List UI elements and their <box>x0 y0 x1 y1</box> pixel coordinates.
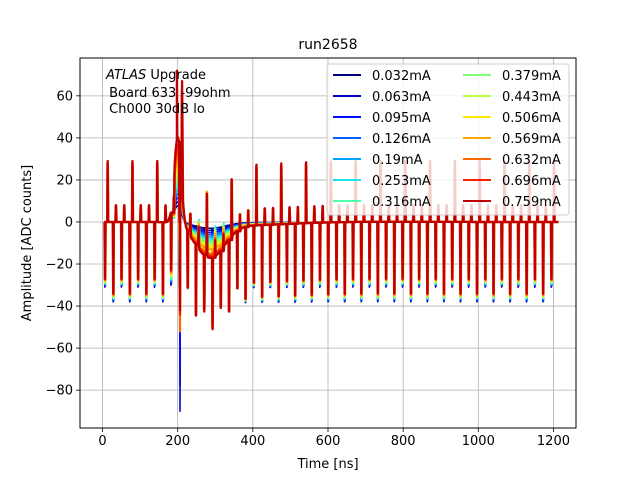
x-tick-label: 800 <box>391 434 416 449</box>
legend-label: 0.759mA <box>502 195 561 210</box>
annotation-line-3: Ch000 30dB lo <box>105 102 205 117</box>
legend-item: 0.759mA <box>463 195 561 210</box>
y-tick-label: −20 <box>46 258 73 273</box>
legend-label: 0.696mA <box>502 174 561 189</box>
x-axis-label: Time [ns] <box>296 457 358 472</box>
annotation: ATLAS Upgrade Board 633 -99ohm Ch000 30d… <box>105 68 231 117</box>
legend-label: 0.032mA <box>372 69 431 84</box>
legend-label: 0.506mA <box>502 111 561 126</box>
legend-item: 0.569mA <box>463 132 561 147</box>
legend-item: 0.506mA <box>463 111 561 126</box>
x-tick-label: 600 <box>316 434 341 449</box>
y-tick-label: 20 <box>56 173 73 188</box>
legend-label: 0.253mA <box>372 174 431 189</box>
x-tick-label: 0 <box>98 434 106 449</box>
legend-item: 0.19mA <box>333 153 423 168</box>
legend-item: 0.696mA <box>463 174 561 189</box>
annotation-upgrade: Upgrade <box>146 68 206 83</box>
y-tick-label: −60 <box>46 342 73 357</box>
x-tick-label: 1200 <box>537 434 570 449</box>
legend-label: 0.095mA <box>372 111 431 126</box>
legend-label: 0.379mA <box>502 69 561 84</box>
x-tick-label: 1000 <box>462 434 495 449</box>
legend-item: 0.032mA <box>333 69 431 84</box>
legend-item: 0.443mA <box>463 90 561 105</box>
y-tick-label: −80 <box>46 384 73 399</box>
series-line-0.759mA <box>103 69 559 331</box>
legend-label: 0.316mA <box>372 195 431 210</box>
x-tick-label: 200 <box>165 434 190 449</box>
chart-title: run2658 <box>298 37 357 53</box>
legend-item: 0.379mA <box>463 69 561 84</box>
annotation-line-1: ATLAS Upgrade <box>105 68 206 83</box>
legend-item: 0.253mA <box>333 174 431 189</box>
legend-label: 0.443mA <box>502 90 561 105</box>
x-tick-label: 400 <box>240 434 265 449</box>
legend: 0.032mA 0.063mA 0.095mA 0.126mA 0.19mA 0.253m… <box>326 63 570 216</box>
legend-label: 0.19mA <box>372 153 423 168</box>
legend-label: 0.632mA <box>502 153 561 168</box>
y-axis-label: Amplitude [ADC counts] <box>20 165 35 321</box>
legend-item: 0.095mA <box>333 111 431 126</box>
y-tick-label: 40 <box>56 131 73 146</box>
legend-item: 0.126mA <box>333 132 431 147</box>
y-tick-label: 60 <box>56 89 73 104</box>
annotation-line-2: Board 633 -99ohm <box>105 86 231 101</box>
legend-item: 0.632mA <box>463 153 561 168</box>
y-tick-label: −40 <box>46 300 73 315</box>
legend-label: 0.569mA <box>502 132 561 147</box>
legend-item: 0.063mA <box>333 90 431 105</box>
legend-item: 0.316mA <box>333 195 431 210</box>
legend-box <box>326 63 570 216</box>
legend-label: 0.126mA <box>372 132 431 147</box>
y-tick-label: 0 <box>65 215 73 230</box>
legend-label: 0.063mA <box>372 90 431 105</box>
annotation-atlas: ATLAS <box>105 68 146 83</box>
axis-ticks: 0 200 400 600 800 1000 1200 −80 −60 −40 −20 0 20 40 60 <box>46 89 570 449</box>
